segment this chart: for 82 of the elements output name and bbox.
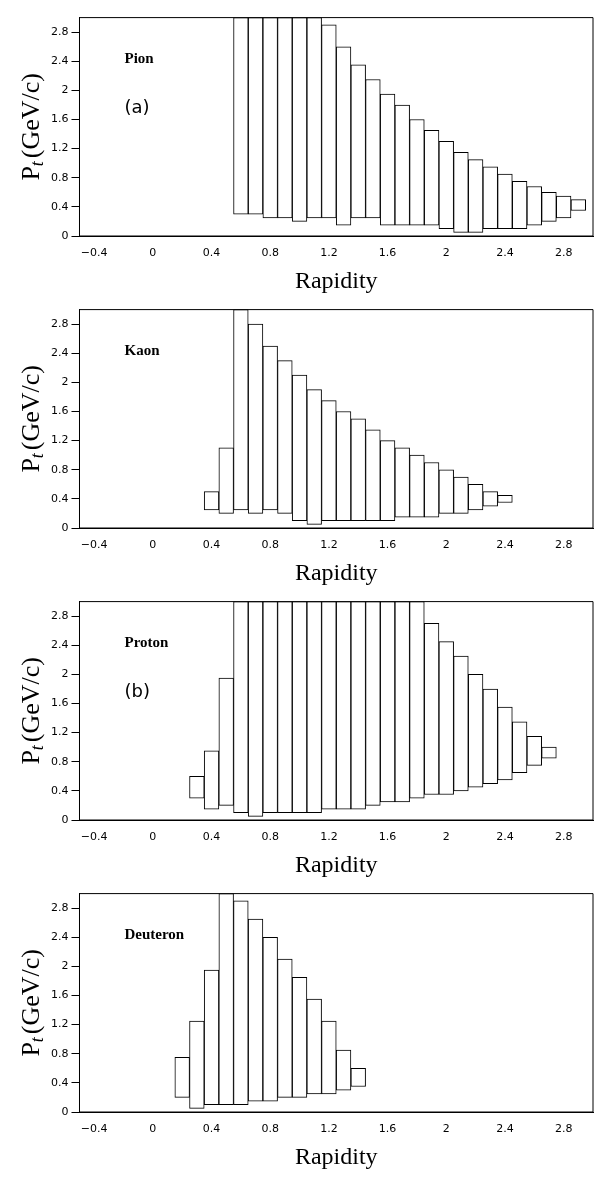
y-tick-label: 0.8 (50, 462, 69, 476)
y-tick-label: 2.4 (50, 54, 69, 68)
y-tick-label: 2.8 (50, 901, 69, 915)
x-axis-title: Rapidity (294, 558, 378, 585)
x-tick-label: 1.2 (320, 538, 338, 552)
x-tick-label: 2.4 (496, 830, 514, 844)
y-tick-label: 0.4 (50, 491, 69, 505)
y-tick-label: 0.4 (50, 1075, 69, 1089)
y-tick-label: 0.4 (50, 783, 69, 797)
annotation: Deuteron (124, 925, 185, 942)
y-tick-label: 0.4 (50, 199, 69, 213)
annotation: (b) (124, 679, 150, 701)
x-tick-label: 2.8 (554, 830, 573, 844)
y-tick-label: 0.8 (50, 170, 69, 184)
x-tick-label: 1.2 (320, 246, 338, 260)
y-tick-label: 1.2 (50, 141, 69, 155)
x-tick-label: −0.4 (80, 538, 108, 552)
y-tick-label: 2 (61, 667, 69, 681)
x-axis-title: Rapidity (294, 850, 378, 877)
x-tick-label: 0.4 (202, 246, 221, 260)
x-tick-label: 0.8 (261, 1122, 279, 1136)
y-tick-label: 0.8 (50, 1046, 69, 1060)
annotation: Kaon (124, 341, 161, 358)
x-tick-label: 2.8 (554, 1122, 573, 1136)
x-tick-label: −0.4 (80, 830, 108, 844)
x-tick-label: 2.4 (496, 246, 514, 260)
x-tick-label: 2 (442, 538, 450, 552)
y-tick-label: 0 (61, 228, 69, 242)
y-tick-label: 0 (61, 1104, 69, 1118)
x-axis-title: Rapidity (294, 266, 378, 293)
y-tick-label: 1.6 (50, 404, 69, 418)
x-tick-label: 2.8 (554, 246, 573, 260)
y-axis-title: Pt(GeV/c) (15, 948, 47, 1057)
x-tick-label: 0.4 (202, 830, 221, 844)
x-tick-label: 0.4 (202, 1122, 221, 1136)
y-tick-label: 2.8 (50, 25, 69, 39)
y-tick-label: 2 (61, 375, 69, 389)
x-tick-label: 1.2 (320, 830, 338, 844)
x-tick-label: 2.8 (554, 538, 573, 552)
y-tick-label: 1.2 (50, 433, 69, 447)
y-axis-title: Pt(GeV/c) (15, 656, 47, 765)
y-tick-label: 1.2 (50, 1017, 69, 1031)
x-tick-label: 0.8 (261, 246, 279, 260)
y-tick-label: 1.2 (50, 725, 69, 739)
x-tick-label: 0.8 (261, 830, 279, 844)
x-tick-label: 0 (149, 246, 157, 260)
x-tick-label: 0 (149, 538, 157, 552)
x-tick-label: −0.4 (80, 246, 108, 260)
annotation: (a) (124, 95, 150, 117)
x-tick-label: 2 (442, 830, 450, 844)
x-tick-label: 0.4 (202, 538, 221, 552)
y-tick-label: 2.8 (50, 317, 69, 331)
y-tick-label: 0 (61, 520, 69, 534)
y-tick-label: 2.4 (50, 346, 69, 360)
x-axis-title: Rapidity (294, 1142, 378, 1169)
x-tick-label: 1.6 (378, 1122, 397, 1136)
x-tick-label: 0 (149, 1122, 157, 1136)
y-tick-label: 2.4 (50, 930, 69, 944)
y-tick-label: 2 (61, 959, 69, 973)
x-tick-label: 1.6 (378, 538, 397, 552)
x-tick-label: 1.6 (378, 830, 397, 844)
annotation: Pion (124, 49, 155, 66)
y-tick-label: 0 (61, 812, 69, 826)
x-tick-label: 1.6 (378, 246, 397, 260)
y-tick-label: 1.6 (50, 112, 69, 126)
annotation: Proton (124, 633, 170, 650)
x-tick-label: 0 (149, 830, 157, 844)
y-tick-label: 2 (61, 83, 69, 97)
y-tick-label: 1.6 (50, 988, 69, 1002)
y-tick-label: 1.6 (50, 696, 69, 710)
y-axis-title: Pt(GeV/c) (15, 364, 47, 473)
x-tick-label: 2 (442, 1122, 450, 1136)
y-axis-title: Pt(GeV/c) (15, 72, 47, 181)
x-tick-label: 1.2 (320, 1122, 338, 1136)
x-tick-label: −0.4 (80, 1122, 108, 1136)
y-tick-label: 2.8 (50, 609, 69, 623)
y-tick-label: 0.8 (50, 754, 69, 768)
y-tick-label: 2.4 (50, 638, 69, 652)
x-tick-label: 2 (442, 246, 450, 260)
x-tick-label: 2.4 (496, 1122, 514, 1136)
x-tick-label: 2.4 (496, 538, 514, 552)
x-tick-label: 0.8 (261, 538, 279, 552)
